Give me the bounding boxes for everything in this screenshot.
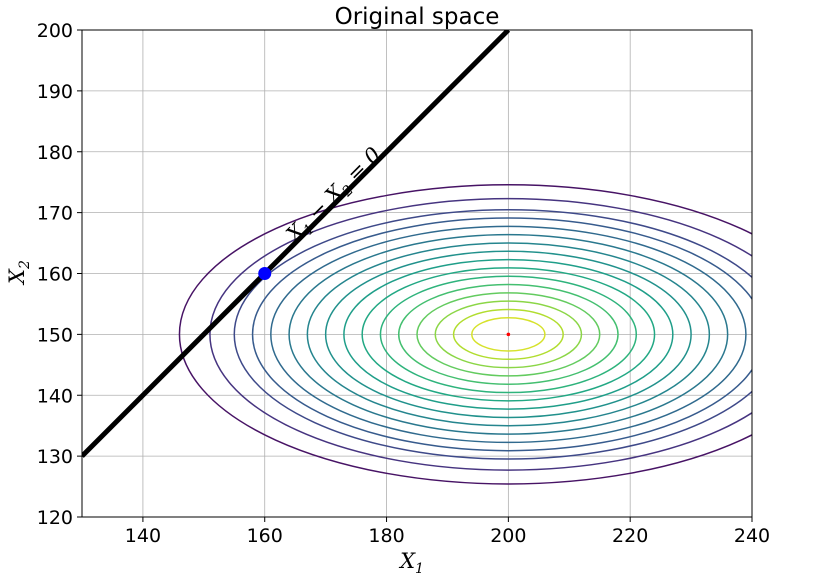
contour-level [209, 197, 752, 471]
x-axis-label-main: X [398, 549, 416, 573]
contour-level [324, 250, 692, 419]
contour-level [434, 300, 583, 369]
contour-level [306, 242, 711, 427]
overlay-layer [82, 30, 511, 458]
x-tick-label: 200 [490, 525, 526, 547]
contour-level [270, 225, 747, 444]
y-tick-label: 140 [37, 385, 73, 407]
chart-title: Original space [335, 4, 500, 30]
y-tick-label: 170 [37, 203, 73, 225]
y-axis-label-subscript: 2 [17, 260, 33, 270]
x-tick-label: 140 [125, 525, 161, 547]
contour-level [343, 258, 674, 410]
axis-ticks: 140 160 180 200 220 240 120 130 140 150 160 170 180 1… [37, 20, 770, 547]
highlight-point [258, 267, 272, 280]
x-tick-label: 240 [734, 525, 770, 547]
contour-level [379, 275, 638, 394]
x-tick-label: 220 [612, 525, 648, 547]
y-tick-label: 150 [37, 324, 73, 346]
y-tick-label: 180 [37, 142, 73, 164]
x-axis-label: X1 [398, 549, 424, 575]
contour-level [233, 209, 752, 460]
y-tick-label: 160 [37, 264, 73, 286]
y-axis-label: X2 [5, 260, 33, 286]
center-marker [506, 332, 511, 337]
contour-lines [178, 184, 752, 485]
y-tick-label: 200 [37, 20, 73, 42]
y-tick-label: 120 [37, 507, 73, 529]
constraint-line [82, 30, 511, 458]
x-tick-label: 160 [247, 525, 283, 547]
x-tick-label: 180 [368, 525, 404, 547]
contour-level [178, 184, 752, 485]
contour-level [288, 233, 729, 435]
contour-level [471, 317, 546, 352]
contour-level [452, 308, 564, 361]
y-axis-label-main: X [5, 268, 29, 286]
contour-level [251, 217, 752, 452]
contour-level [397, 283, 619, 385]
x-axis-label-subscript: 1 [415, 561, 424, 575]
contour-level [361, 267, 656, 402]
y-tick-label: 190 [37, 81, 73, 103]
y-tick-label: 130 [37, 446, 73, 468]
contour-level [416, 292, 601, 377]
